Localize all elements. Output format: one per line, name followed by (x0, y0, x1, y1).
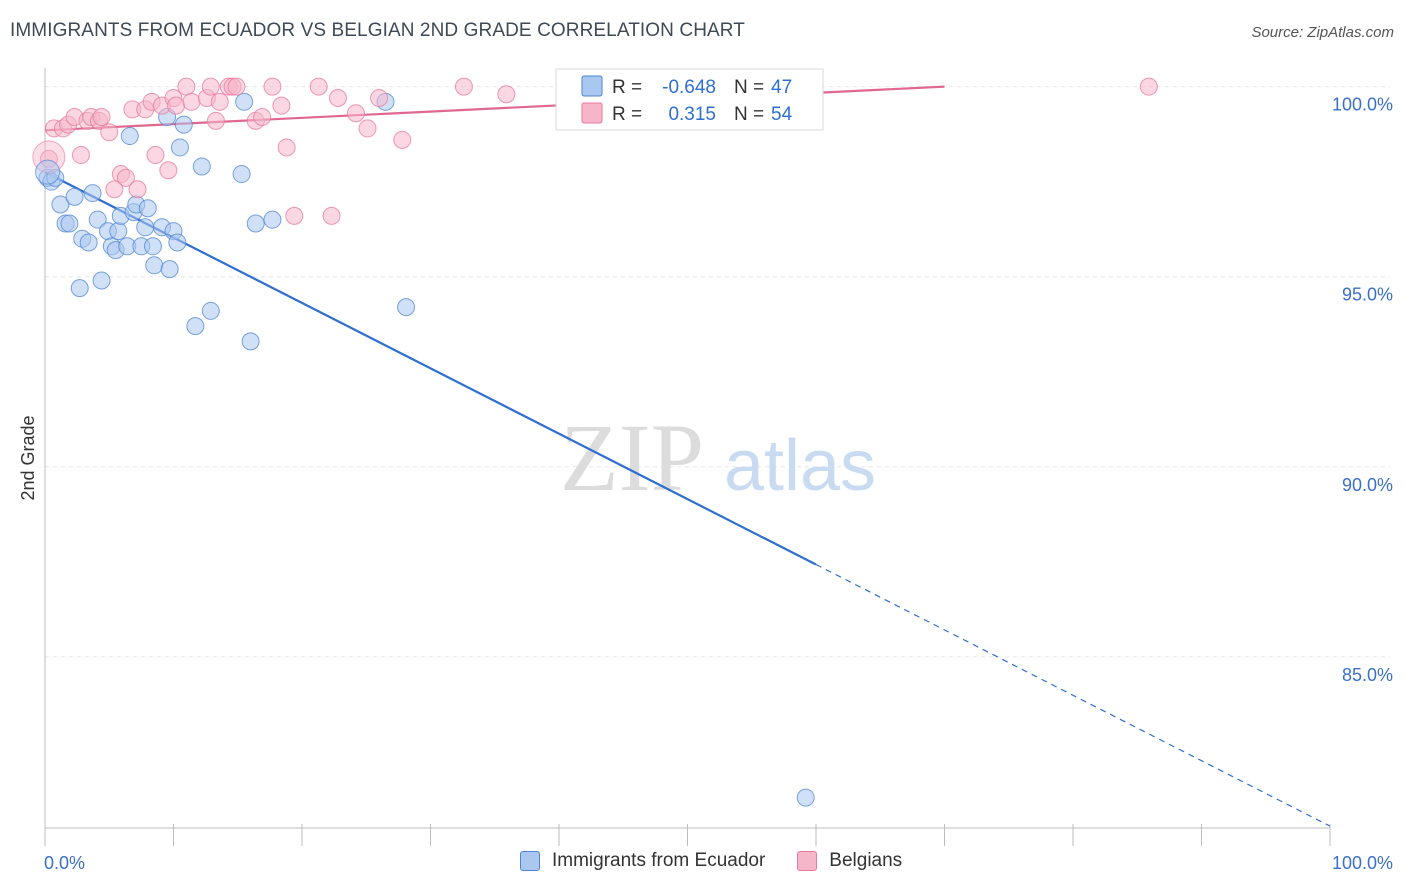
stats-n-value: 47 (771, 77, 792, 98)
x-tick-label: 0.0% (44, 853, 85, 873)
y-axis-label: 2nd Grade (18, 415, 38, 500)
ecuador-point (201, 301, 220, 320)
watermark-atlas: atlas (724, 426, 876, 506)
ecuador-point (235, 92, 254, 111)
legend-swatch-belgians (797, 851, 818, 871)
ecuador-point (51, 195, 70, 214)
belgian-point (358, 119, 377, 138)
stats-legend-swatch-pink (581, 102, 603, 124)
ecuador-point (263, 210, 282, 229)
stats-legend: R = -0.648 N = 47 R = 0.315 N = 54 (555, 68, 824, 131)
ecuador-point (35, 159, 61, 185)
x-tick-label: 100.0% (1332, 853, 1393, 873)
belgian-point (167, 96, 186, 115)
belgian-point (116, 168, 135, 187)
belgian-point (71, 146, 90, 165)
series-legend: Immigrants from Ecuador Belgians (520, 850, 934, 872)
watermark: ZIP atlas (560, 404, 876, 511)
belgian-point (454, 77, 473, 96)
belgian-point (277, 138, 296, 157)
belgian-point (263, 77, 282, 96)
stats-r-label: R = (612, 77, 642, 98)
belgian-point (128, 180, 147, 199)
y-tick-label: 85.0% (1342, 665, 1393, 685)
ecuador-point (170, 138, 189, 157)
ecuador-point (397, 298, 416, 317)
ecuador-point (83, 184, 102, 203)
belgian-point (497, 85, 516, 104)
belgian-point (285, 206, 304, 225)
belgian-point (393, 130, 412, 149)
stats-r-label: R = (612, 104, 642, 125)
y-tick-label: 95.0% (1342, 285, 1393, 305)
belgian-point (100, 123, 119, 142)
belgian-point (328, 89, 347, 108)
belgian-point (206, 111, 225, 130)
legend-swatch-ecuador (520, 851, 540, 871)
belgian-point (105, 180, 124, 199)
belgian-point (272, 96, 291, 115)
legend-label-ecuador: Immigrants from Ecuador (552, 850, 766, 871)
axes: 85.0% 90.0% 95.0% 100.0% 0.0% 100.0% (44, 68, 1393, 873)
ecuador-point (88, 210, 107, 229)
data-points (32, 77, 1158, 807)
ecuador-point (186, 317, 205, 336)
ecuador-point (232, 165, 251, 184)
ecuador-point (79, 233, 98, 252)
belgian-point (322, 206, 341, 225)
ecuador-point (138, 199, 157, 218)
chart-source: Source: ZipAtlas.com (1251, 24, 1394, 41)
belgian-point (201, 77, 220, 96)
ecuador-point (145, 256, 164, 275)
ecuador-point (65, 187, 84, 206)
ecuador-point (160, 260, 179, 279)
ecuador-point (174, 115, 193, 134)
belgian-point (309, 77, 328, 96)
legend-label-belgians: Belgians (829, 850, 903, 871)
stats-r-value: -0.648 (662, 77, 716, 98)
watermark-zip: ZIP (560, 404, 704, 511)
stats-n-label: N = (734, 104, 764, 125)
ecuador-point (109, 222, 128, 241)
ecuador-point (120, 127, 139, 146)
belgian-point (92, 108, 111, 127)
stats-r-value: 0.315 (668, 104, 716, 125)
belgian-point (182, 92, 201, 111)
ecuador-point (136, 218, 155, 237)
belgian-point (253, 108, 272, 127)
belgian-point (210, 92, 229, 111)
stats-legend-swatch-blue (581, 75, 603, 97)
ecuador-point (70, 279, 89, 298)
ecuador-point (241, 332, 260, 351)
ecuador-point (192, 157, 211, 176)
belgian-point (146, 146, 165, 165)
ecuador-point (168, 233, 187, 252)
legend-item-ecuador[interactable]: Immigrants from Ecuador (520, 850, 765, 872)
stats-n-value: 54 (771, 104, 793, 125)
ecuador-point (796, 788, 815, 807)
ecuador-point (143, 237, 162, 256)
legend-item-belgians[interactable]: Belgians (797, 850, 902, 872)
belgian-point (370, 89, 389, 108)
belgian-point (159, 161, 178, 180)
belgian-point (227, 77, 246, 96)
belgian-point (1139, 77, 1158, 96)
chart-title: IMMIGRANTS FROM ECUADOR VS BELGIAN 2ND G… (10, 20, 745, 41)
stats-n-label: N = (734, 77, 764, 98)
ecuador-point (92, 271, 111, 290)
belgian-point (346, 104, 365, 123)
belgian-point (177, 77, 196, 96)
ecuador-point (60, 214, 79, 233)
ecuador-trend-extension (815, 563, 1331, 827)
y-tick-label: 90.0% (1342, 475, 1393, 495)
y-tick-label: 100.0% (1332, 95, 1393, 115)
ecuador-point (246, 214, 265, 233)
